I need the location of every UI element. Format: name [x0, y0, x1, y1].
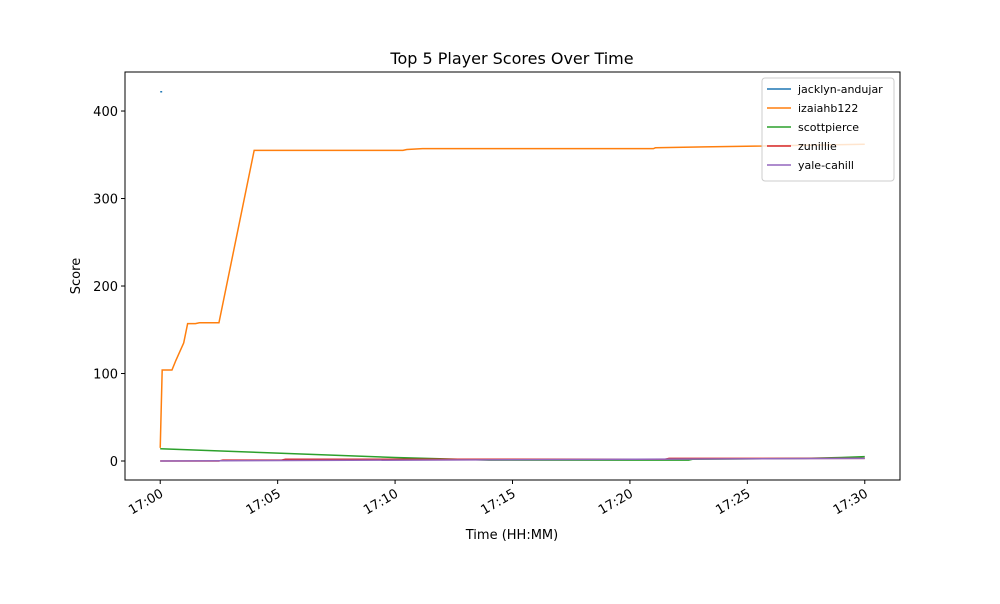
x-tick-label: 17:00: [126, 486, 166, 518]
x-tick-label: 17:15: [479, 486, 519, 518]
line-series: [160, 457, 865, 462]
legend-label: scottpierce: [798, 121, 859, 134]
x-axis-label: Time (HH:MM): [465, 528, 558, 543]
y-axis-label: Score: [69, 258, 84, 294]
y-tick-label: 300: [93, 193, 118, 208]
legend-label: jacklyn-andujar: [797, 83, 883, 96]
legend-label: zunillie: [798, 140, 837, 153]
y-tick-label: 0: [110, 455, 118, 470]
line-series: [159, 143, 865, 448]
x-tick-label: 17:25: [713, 486, 753, 518]
plot-frame: [124, 71, 901, 481]
x-tick-label: 17:10: [361, 486, 401, 518]
y-tick-label: 100: [93, 368, 118, 383]
legend-label: izaiahb122: [798, 102, 858, 115]
legend-label: yale-cahill: [798, 159, 854, 172]
chart-title: Top 5 Player Scores Over Time: [389, 49, 633, 68]
y-tick-label: 200: [93, 280, 118, 295]
legend-box: [761, 77, 895, 182]
x-tick-label: 17:30: [831, 486, 871, 518]
x-tick-label: 17:20: [596, 486, 636, 518]
legend: jacklyn-andujar izaiahb122 scottpierce zuni…: [761, 77, 895, 182]
y-tick-label: 400: [93, 105, 118, 120]
x-tick-label: 17:05: [244, 486, 284, 518]
